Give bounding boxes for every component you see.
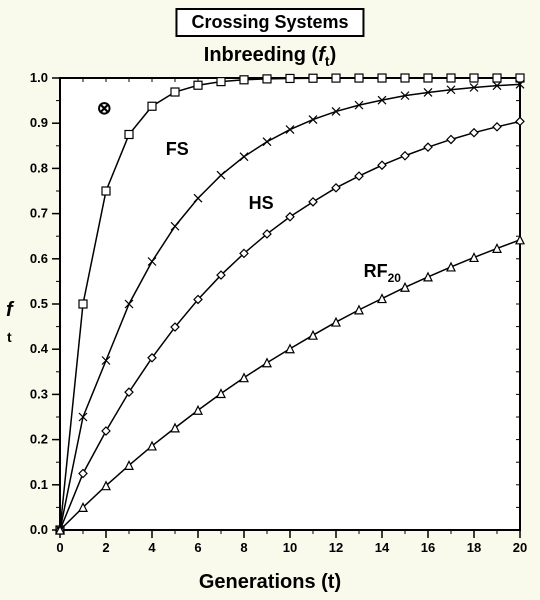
- marker-square: [240, 76, 248, 84]
- y-tick-label: 0.7: [30, 206, 48, 221]
- marker-square: [470, 74, 478, 82]
- x-tick-label: 16: [421, 540, 435, 555]
- marker-square: [148, 102, 156, 110]
- y-tick-label: 0.8: [30, 160, 48, 175]
- chart-canvas: 0 2 4 6 8 10 12 14 16 18 20 0.0 0.1 0.2 0.3 0.4 0.5 0.6 0.…: [0, 0, 540, 600]
- marker-square: [79, 300, 87, 308]
- y-tick-label: 0.1: [30, 477, 48, 492]
- marker-square: [125, 131, 133, 139]
- marker-square: [171, 88, 179, 96]
- y-tick-label: 1.0: [30, 70, 48, 85]
- y-tick-label: 0.5: [30, 296, 48, 311]
- x-tick-label: 14: [375, 540, 390, 555]
- y-tick-label: 0.9: [30, 115, 48, 130]
- marker-square: [493, 74, 501, 82]
- marker-square: [309, 74, 317, 82]
- x-tick-label: 18: [467, 540, 481, 555]
- marker-square: [332, 74, 340, 82]
- marker-square: [286, 74, 294, 82]
- x-tick-label: 8: [240, 540, 247, 555]
- y-tick-label: 0.2: [30, 432, 48, 447]
- marker-square: [355, 74, 363, 82]
- marker-square: [401, 74, 409, 82]
- series-label-hs: HS: [249, 193, 274, 213]
- marker-square: [447, 74, 455, 82]
- y-tick-label: 0.0: [30, 522, 48, 537]
- y-tick-label: 0.4: [30, 341, 49, 356]
- x-tick-label: 10: [283, 540, 297, 555]
- x-tick-label: 6: [194, 540, 201, 555]
- x-tick-label: 4: [148, 540, 156, 555]
- series-label-fs: FS: [166, 139, 189, 159]
- x-tick-label: 12: [329, 540, 343, 555]
- marker-square: [194, 81, 202, 89]
- y-tick-label: 0.6: [30, 251, 48, 266]
- marker-square: [263, 75, 271, 83]
- x-tick-label: 20: [513, 540, 527, 555]
- marker-square: [378, 74, 386, 82]
- x-tick-label: 2: [102, 540, 109, 555]
- marker-square: [102, 187, 110, 195]
- x-tick-label: 0: [56, 540, 63, 555]
- marker-square: [424, 74, 432, 82]
- y-tick-label: 0.3: [30, 386, 48, 401]
- series-label-self: ⊗: [97, 98, 112, 118]
- marker-square: [217, 78, 225, 86]
